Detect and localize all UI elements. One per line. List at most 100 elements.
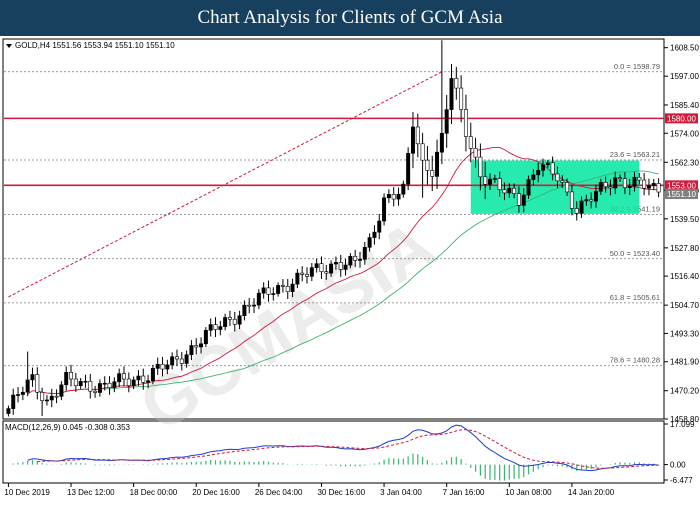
candle-body xyxy=(483,176,488,185)
candle-body xyxy=(160,363,165,370)
fib-level-label: 50.0 = 1523.40 xyxy=(610,249,660,258)
price-label-text: 1580.00 xyxy=(667,114,696,123)
macd-tick-label: 0.00 xyxy=(670,461,686,470)
candle-body xyxy=(20,391,25,395)
candle-body xyxy=(44,399,49,402)
candle-body xyxy=(295,272,300,285)
price-panel-frame xyxy=(2,38,665,420)
candle-body xyxy=(454,78,459,89)
candle-body xyxy=(358,259,362,261)
candle-body xyxy=(478,156,483,178)
candle-body xyxy=(136,375,141,381)
fib-level-label: 0.0 = 1598.79 xyxy=(614,62,660,71)
candle-body xyxy=(314,263,319,268)
candle-body xyxy=(247,304,252,307)
candle-body xyxy=(237,315,242,325)
candle-body xyxy=(497,178,502,191)
banner-title: Chart Analysis for Clients of GCM Asia xyxy=(197,7,503,28)
candle-body xyxy=(319,263,324,272)
candle-body xyxy=(362,246,367,260)
candle-body xyxy=(280,285,285,287)
candle-body xyxy=(613,177,618,189)
candle-body xyxy=(565,182,570,193)
y-tick-label: 1481.90 xyxy=(670,358,699,367)
price-label-box xyxy=(665,113,698,124)
candle-body xyxy=(459,87,464,110)
candle-body xyxy=(656,183,661,193)
candle-body xyxy=(343,264,348,270)
macd-label: MACD(12,26,9) 0.045 -0.308 0.353 xyxy=(5,423,131,432)
candle-body xyxy=(184,354,189,364)
candle-body xyxy=(449,78,454,110)
candle-body xyxy=(622,178,627,188)
candle-body xyxy=(425,159,430,171)
candle-body xyxy=(25,379,30,393)
candle-body xyxy=(473,148,478,158)
candle-body xyxy=(218,326,223,330)
candle-body xyxy=(642,179,647,189)
y-tick-label: 1574.00 xyxy=(670,129,699,138)
candle-body xyxy=(203,330,208,345)
candle-body xyxy=(93,390,98,393)
candle-body xyxy=(410,126,415,154)
price-label-text: 1553.00 xyxy=(667,181,696,190)
candle-body xyxy=(646,185,651,189)
candle-body xyxy=(396,193,401,200)
candle-body xyxy=(333,262,338,265)
chart-area: GCMASIA 1608.50 1597.00 1585.40 1574.00 1562.… xyxy=(0,36,700,500)
candle-body xyxy=(49,395,54,401)
symbol-dropdown-icon xyxy=(6,44,12,48)
candle-body xyxy=(391,194,396,200)
candle-body xyxy=(637,176,642,181)
y-tick-label: 1527.80 xyxy=(670,244,699,253)
candle-body xyxy=(285,286,290,292)
candle-body xyxy=(199,343,204,348)
candle-body xyxy=(338,262,343,270)
candle-body xyxy=(415,126,420,145)
candle-body xyxy=(512,187,517,194)
candle-body xyxy=(126,378,131,386)
candle-body xyxy=(276,285,281,294)
candle-body xyxy=(150,368,155,382)
candle-body xyxy=(618,177,623,180)
candle-body xyxy=(468,136,473,149)
x-tick-label: 30 Dec 16:00 xyxy=(317,488,365,497)
candle-body xyxy=(521,194,526,206)
candle-body xyxy=(73,378,78,387)
x-tick-label: 10 Jan 08:00 xyxy=(505,488,552,497)
candle-body xyxy=(227,317,232,320)
macd-signal-line xyxy=(37,429,659,469)
macd-panel-frame xyxy=(2,420,665,484)
candle-body xyxy=(401,183,406,195)
candle-body xyxy=(420,143,425,161)
current-price-text: 1551.10 xyxy=(667,190,696,199)
candle-body xyxy=(146,380,151,383)
y-tick-label: 1458.80 xyxy=(670,415,699,424)
candle-body xyxy=(560,180,565,183)
candle-body xyxy=(463,109,468,137)
candle-body xyxy=(170,356,175,366)
candle-body xyxy=(11,394,16,409)
candle-body xyxy=(102,382,107,385)
candle-body xyxy=(406,152,411,185)
candle-body xyxy=(6,408,11,414)
candle-body xyxy=(83,380,88,383)
candle-body xyxy=(208,324,213,331)
candle-body xyxy=(271,293,276,295)
x-tick-label: 13 Dec 12:00 xyxy=(67,488,115,497)
candle-body xyxy=(632,176,637,187)
y-tick-label: 1516.40 xyxy=(670,272,699,281)
candle-body xyxy=(30,374,35,381)
macd-tick-label: 17.099 xyxy=(670,420,695,429)
candle-body xyxy=(16,394,21,396)
x-tick-label: 10 Dec 2019 xyxy=(4,488,50,497)
header-banner: Chart Analysis for Clients of GCM Asia xyxy=(0,0,700,36)
candle-body xyxy=(78,380,83,387)
candle-body xyxy=(507,187,512,194)
candle-body xyxy=(59,384,64,397)
candle-body xyxy=(348,255,353,266)
ma-slow-line xyxy=(37,170,659,395)
candle-body xyxy=(329,263,334,274)
candle-body xyxy=(651,183,656,187)
x-tick-label: 3 Jan 04:00 xyxy=(380,488,422,497)
